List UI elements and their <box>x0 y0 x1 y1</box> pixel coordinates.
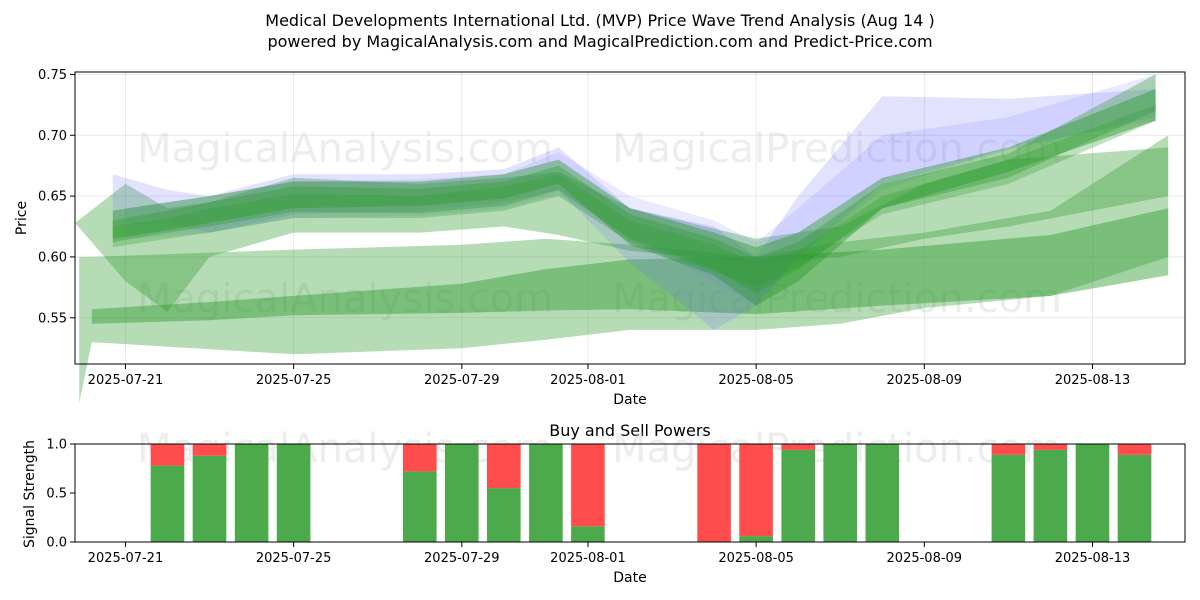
sell-bar-14 <box>991 444 1026 455</box>
price-x-tick-label-0: 2025-07-21 <box>88 373 164 388</box>
buy-bar-17 <box>1117 454 1152 542</box>
signal-x-tick-label-5: 2025-08-09 <box>887 551 963 566</box>
buy-bar-2 <box>234 444 269 542</box>
sell-bar-17 <box>1117 444 1152 455</box>
buy-bar-7 <box>529 444 563 542</box>
signal-y-tick-label-2: 1.0 <box>46 438 67 453</box>
price-grid <box>75 72 1185 364</box>
signal-chart-title: Buy and Sell Powers <box>549 421 711 440</box>
price-band-4 <box>125 74 1156 306</box>
price-x-tick-label-5: 2025-08-09 <box>887 373 963 388</box>
price-x-tick-label-2: 2025-07-29 <box>424 373 500 388</box>
price-y-tick-label-0: 0.55 <box>38 311 67 326</box>
price-band-2 <box>75 147 1169 312</box>
price-x-tick-label-4: 2025-08-05 <box>718 373 794 388</box>
price-x-ticks: 2025-07-21 2025-07-25 2025-07-29 2025-08-01… <box>88 364 1131 388</box>
chart-title-line1: Medical Developments International Ltd. … <box>265 11 934 30</box>
price-x-axis-label: Date <box>613 392 646 408</box>
buy-bar-16 <box>1075 444 1110 542</box>
price-y-tick-label-1: 0.60 <box>38 250 67 265</box>
price-x-tick-label-6: 2025-08-13 <box>1055 373 1131 388</box>
price-band-3 <box>112 89 1156 330</box>
price-band-0 <box>79 135 1169 403</box>
price-band-7 <box>112 104 1156 288</box>
chart-title-line2: powered by MagicalAnalysis.com and Magic… <box>267 32 932 51</box>
signal-x-tick-label-3: 2025-08-01 <box>550 551 626 566</box>
signal-y-tick-label-0: 0.0 <box>46 536 67 551</box>
signal-x-tick-label-0: 2025-07-21 <box>88 551 164 566</box>
buy-bar-8 <box>571 526 605 542</box>
signal-y-ticks: 0.0 0.5 1.0 <box>46 438 75 551</box>
sell-bar-9 <box>697 444 731 542</box>
signal-x-tick-label-2: 2025-07-29 <box>424 551 500 566</box>
signal-x-axis-label: Date <box>613 570 646 586</box>
buy-bar-11 <box>781 449 815 542</box>
signal-x-tick-label-4: 2025-08-05 <box>718 551 794 566</box>
price-y-tick-label-3: 0.70 <box>38 129 67 144</box>
price-chart: MagicalAnalysis.com MagicalPrediction.co… <box>14 68 1186 408</box>
price-x-tick-label-3: 2025-08-01 <box>550 373 626 388</box>
price-y-ticks: 0.55 0.60 0.65 0.70 0.75 <box>38 68 75 326</box>
signal-y-tick-label-1: 0.5 <box>46 487 67 502</box>
price-watermark-right-top: MagicalPrediction.com <box>612 126 1062 172</box>
buy-bar-1 <box>192 455 227 542</box>
price-wave-bands <box>75 74 1169 403</box>
price-watermark-left-top: MagicalAnalysis.com <box>137 126 553 172</box>
sell-bar-6 <box>487 444 521 489</box>
signal-bars <box>150 444 1152 542</box>
buy-bar-13 <box>865 444 900 542</box>
price-band-1 <box>91 208 1169 324</box>
signal-x-tick-label-1: 2025-07-25 <box>256 551 332 566</box>
price-watermark-right-bottom: MagicalPrediction.com <box>612 276 1062 322</box>
buy-bar-6 <box>487 488 521 542</box>
sell-bar-11 <box>781 444 815 450</box>
price-plot-area <box>75 72 1185 364</box>
signal-x-ticks: 2025-07-21 2025-07-25 2025-07-29 2025-08-01… <box>88 542 1131 566</box>
price-y-axis-label: Price <box>14 201 30 235</box>
sell-bar-8 <box>571 444 605 527</box>
signal-chart: Buy and Sell Powers MagicalAnalysis.com … <box>22 421 1186 586</box>
price-y-tick-label-2: 0.65 <box>38 190 67 205</box>
sell-bar-4 <box>403 444 437 472</box>
signal-y-axis-label: Signal Strength <box>22 440 38 548</box>
buy-bar-0 <box>150 465 185 542</box>
signal-x-tick-label-6: 2025-08-13 <box>1055 551 1131 566</box>
price-watermark-left-bottom: MagicalAnalysis.com <box>137 276 553 322</box>
buy-bar-4 <box>403 471 437 542</box>
price-plot-frame <box>74 71 1186 365</box>
sell-bar-15 <box>1033 444 1068 450</box>
buy-bar-3 <box>276 444 311 542</box>
buy-bar-12 <box>823 444 857 542</box>
price-x-tick-label-1: 2025-07-25 <box>256 373 332 388</box>
sell-bar-10 <box>739 444 773 537</box>
price-y-tick-label-4: 0.75 <box>38 68 67 83</box>
buy-bar-5 <box>445 444 479 542</box>
buy-bar-14 <box>991 454 1026 542</box>
sell-bar-1 <box>192 444 227 456</box>
sell-bar-0 <box>150 444 185 466</box>
price-band-5 <box>112 89 1156 306</box>
buy-bar-10 <box>739 536 773 542</box>
price-band-6 <box>112 74 1156 294</box>
buy-bar-15 <box>1033 449 1068 542</box>
